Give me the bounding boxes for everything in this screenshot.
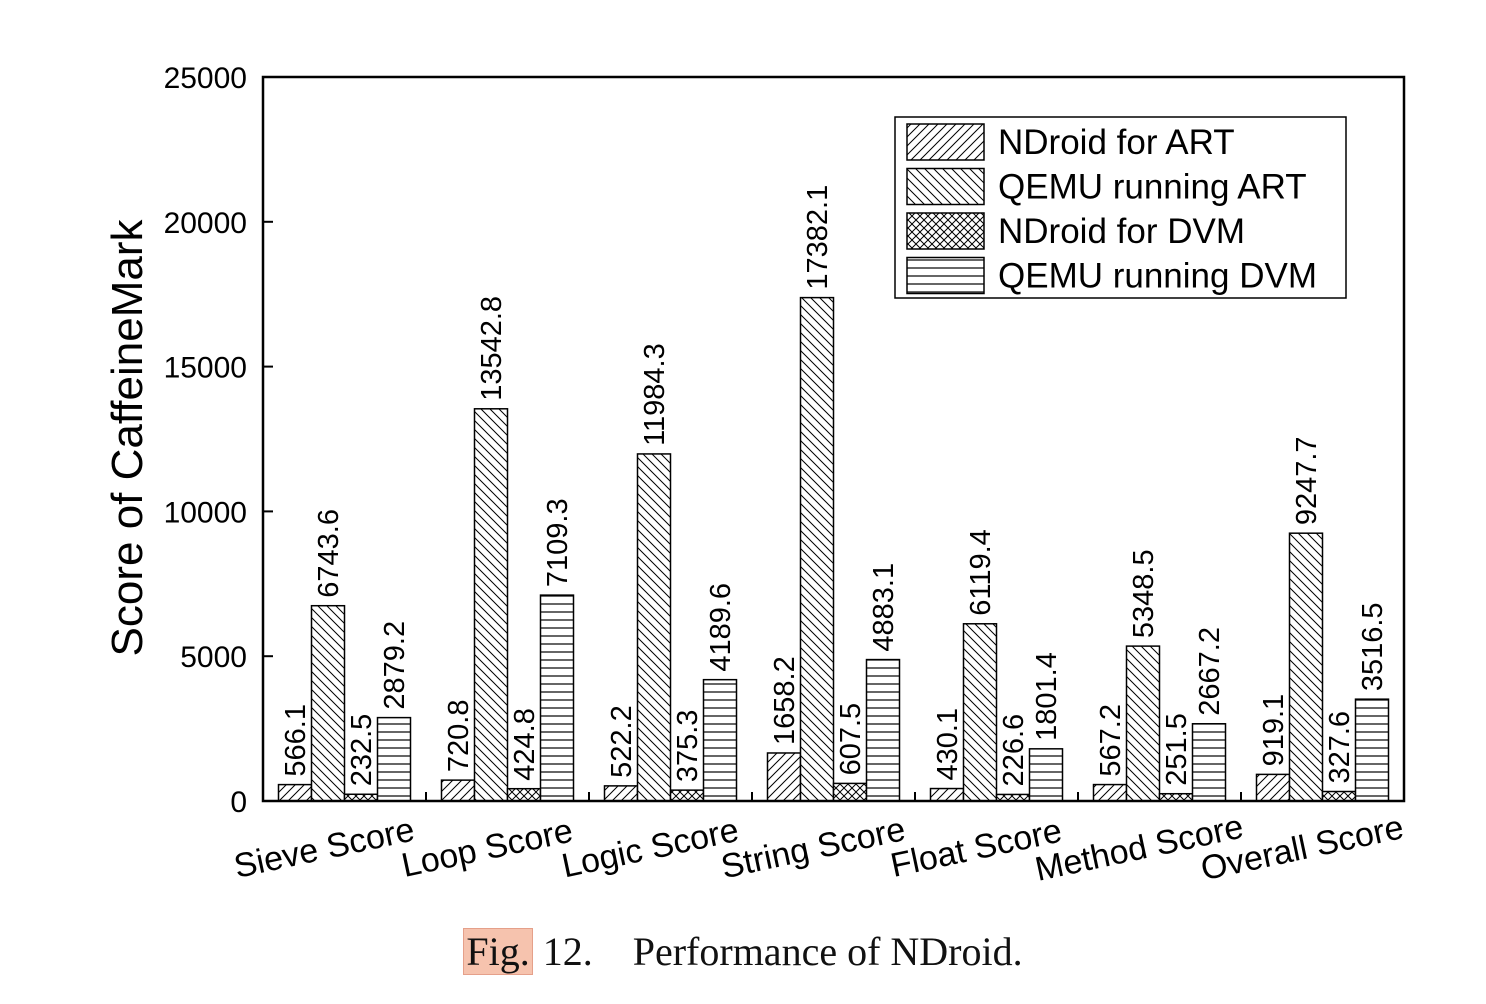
bar-value-label: 566.1 xyxy=(280,704,312,777)
bar xyxy=(506,787,542,802)
bar-value-label: 424.8 xyxy=(509,708,541,781)
bar-value-label: 5348.5 xyxy=(1128,549,1160,638)
bar-value-label: 232.5 xyxy=(346,714,378,787)
bar xyxy=(636,453,672,802)
legend-swatch xyxy=(906,256,985,295)
bar xyxy=(440,779,476,802)
legend-swatch xyxy=(906,123,985,161)
bar xyxy=(669,789,705,802)
bar-value-label: 4883.1 xyxy=(868,563,900,652)
plot-frame xyxy=(261,75,1406,803)
bar xyxy=(799,296,835,802)
bars xyxy=(277,296,1390,802)
bar xyxy=(929,787,965,802)
y-tick-label: 25000 xyxy=(164,62,247,95)
bar xyxy=(310,604,346,802)
bar-value-label: 11984.3 xyxy=(639,343,671,446)
bar-value-label: 2667.2 xyxy=(1194,627,1226,716)
bar xyxy=(1354,698,1390,802)
bar xyxy=(1321,790,1357,802)
x-tick-label: Loop Score xyxy=(398,812,576,885)
bar xyxy=(1125,645,1161,802)
y-tick-label: 20000 xyxy=(164,207,247,240)
bar xyxy=(1092,783,1128,802)
bar xyxy=(832,782,868,802)
figure-caption: Fig. 12. Performance of NDroid. xyxy=(0,928,1486,975)
bar xyxy=(766,752,802,802)
figure-number: 12. xyxy=(532,929,593,974)
bar-value-label: 226.6 xyxy=(998,714,1030,787)
bar-chart: Score of CaffeineMark 0 5000 10000 15000 200… xyxy=(103,62,1407,889)
bar-value-label: 720.8 xyxy=(443,700,475,773)
bar-value-label: 327.6 xyxy=(1324,711,1356,784)
bar xyxy=(376,716,412,802)
legend-swatch xyxy=(906,212,985,250)
bar xyxy=(702,678,738,802)
y-axis-label: Score of CaffeineMark xyxy=(103,219,152,657)
bar-value-label: 9247.7 xyxy=(1291,436,1323,525)
legend-swatch xyxy=(906,167,985,206)
bar xyxy=(865,658,901,802)
legend-label: NDroid for DVM xyxy=(998,212,1245,251)
bar xyxy=(277,783,313,802)
bar xyxy=(1288,532,1324,802)
bar-value-label: 6743.6 xyxy=(313,509,345,598)
bar-value-label: 567.2 xyxy=(1095,704,1127,777)
bar-value-label: 375.3 xyxy=(672,710,704,783)
bar xyxy=(473,408,509,802)
bar-value-label: 1658.2 xyxy=(769,656,801,745)
bar-value-label: 430.1 xyxy=(932,708,964,781)
y-tick-label: 15000 xyxy=(164,352,247,385)
y-tick-label: 10000 xyxy=(164,496,247,529)
x-tick-label: Sieve Score xyxy=(231,811,418,886)
bar-value-label: 607.5 xyxy=(835,703,867,776)
bar-value-label: 522.2 xyxy=(606,705,638,778)
y-axis-ticks: 0 5000 10000 15000 20000 25000 xyxy=(164,62,273,819)
legend-label: QEMU running ART xyxy=(998,168,1307,207)
bar xyxy=(1191,723,1227,802)
bar-value-label: 1801.4 xyxy=(1031,652,1063,741)
bar-value-label: 17382.1 xyxy=(802,185,834,290)
y-tick-label: 0 xyxy=(230,786,247,819)
bar xyxy=(1028,748,1064,802)
bar-value-label: 3516.5 xyxy=(1357,602,1389,691)
bar xyxy=(1255,773,1291,802)
x-tick-label: String Score xyxy=(718,810,909,886)
bar-value-label: 919.1 xyxy=(1258,694,1290,767)
bar-value-label: 7109.3 xyxy=(542,498,574,587)
legend-label: QEMU running DVM xyxy=(998,257,1317,296)
legend-label: NDroid for ART xyxy=(998,123,1235,162)
bar-value-label: 2879.2 xyxy=(379,621,411,710)
x-tick-label: Logic Score xyxy=(558,811,742,885)
bar xyxy=(539,594,575,802)
bar-value-label: 13542.8 xyxy=(476,296,508,401)
figure-label: Fig. xyxy=(463,928,533,975)
caption-text: Performance of NDroid. xyxy=(632,929,1023,974)
bar-value-label: 251.5 xyxy=(1161,713,1193,786)
y-tick-label: 5000 xyxy=(180,641,247,674)
bar xyxy=(603,785,639,802)
bar-value-label: 6119.4 xyxy=(965,529,997,616)
bar-value-label: 4189.6 xyxy=(705,583,737,672)
bar xyxy=(962,623,998,802)
legend: NDroid for ART QEMU running ART NDroid for… xyxy=(894,116,1347,299)
